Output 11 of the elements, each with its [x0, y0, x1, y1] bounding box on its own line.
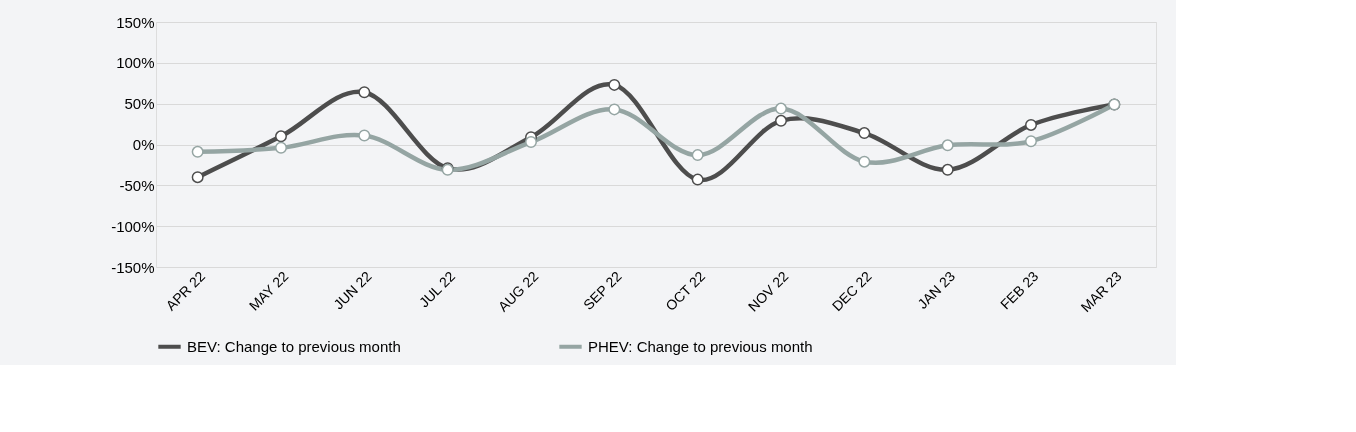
y-tick-label: 0%: [132, 136, 155, 153]
y-tick-label: 50%: [124, 95, 155, 113]
x-tick-label: FEB 23: [997, 267, 1042, 313]
legend-label: PHEV: Change to previous month: [588, 337, 813, 355]
y-tick-label: 100%: [116, 54, 155, 72]
x-tick-label: JUL 22: [415, 267, 459, 311]
y-tick-label: 150%: [116, 13, 155, 31]
legend-label: BEV: Change to previous month: [187, 337, 401, 355]
y-tick-label: -50%: [119, 176, 155, 194]
y-tick-label: -150%: [111, 258, 155, 276]
y-tick-label: -100%: [111, 217, 155, 235]
